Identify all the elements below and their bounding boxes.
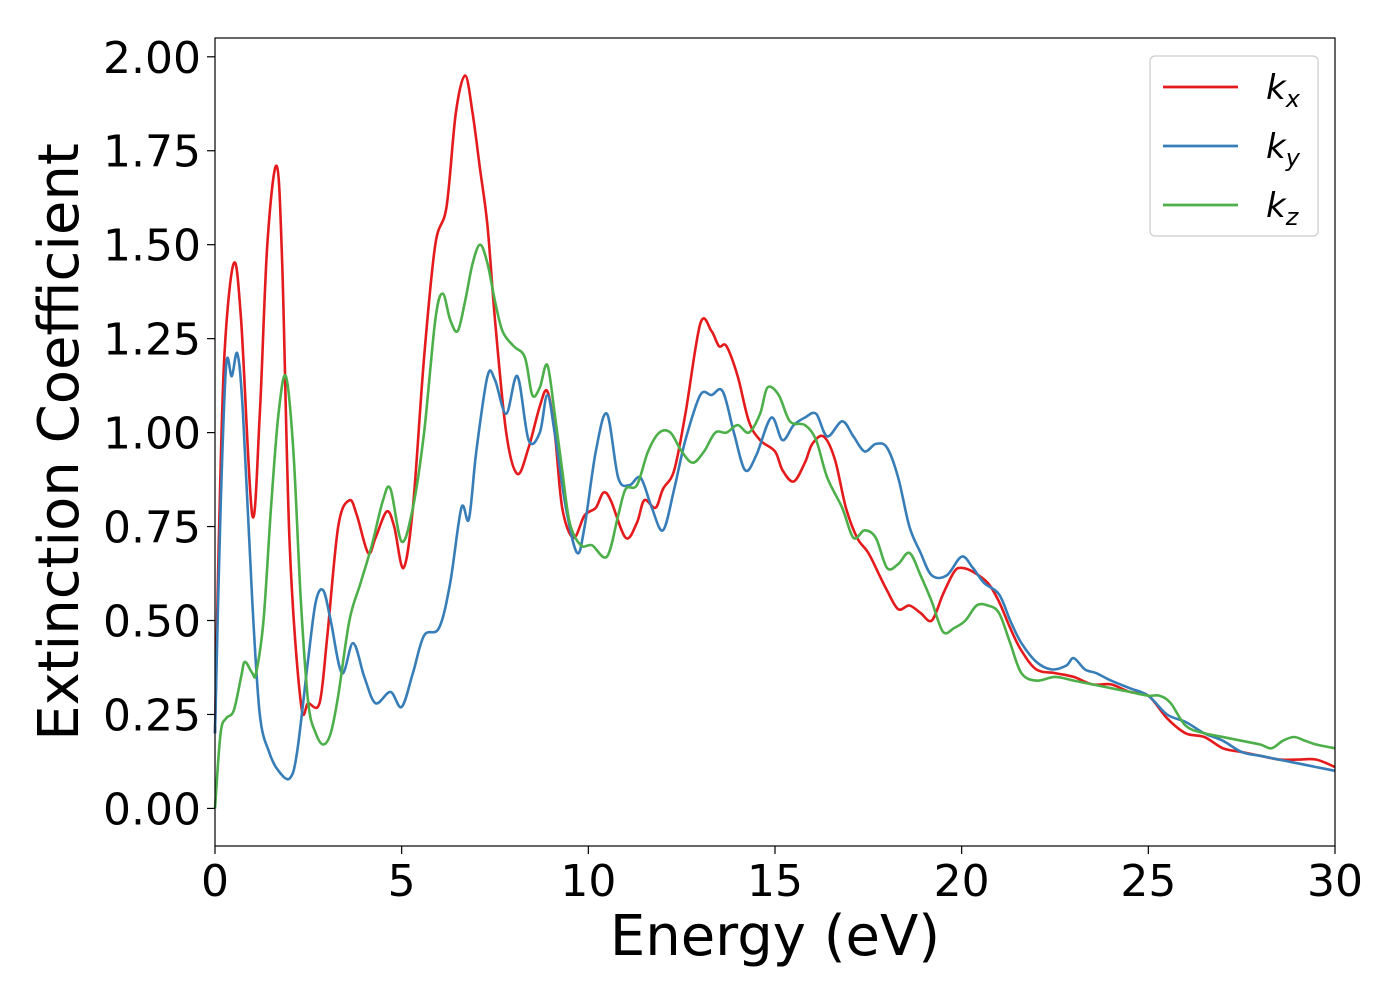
x-tick-label: 15 — [747, 856, 803, 907]
series-layer — [213, 74, 1336, 809]
x-tick-label: 20 — [934, 856, 990, 907]
y-tick-label: 1.00 — [103, 409, 201, 460]
y-tick-label: 0.25 — [103, 690, 201, 741]
x-tick-label: 25 — [1120, 856, 1176, 907]
y-tick-label: 2.00 — [103, 33, 201, 84]
y-tick-label: 0.00 — [103, 784, 201, 835]
y-tick-label: 1.75 — [103, 127, 201, 178]
series-line-ky — [213, 351, 1336, 781]
series-line-kz — [213, 243, 1336, 809]
x-tick-label: 0 — [201, 856, 229, 907]
y-tick-label: 0.50 — [103, 597, 201, 648]
y-axis-title: Extinction Coefficient — [27, 143, 92, 741]
x-tick-label: 30 — [1307, 856, 1363, 907]
x-tick-label: 5 — [388, 856, 416, 907]
y-tick-label: 1.25 — [103, 315, 201, 366]
x-axis-ticks: 0 5 10 15 20 25 30 — [201, 846, 1363, 907]
series-line-kx — [213, 74, 1336, 769]
x-tick-label: 10 — [560, 856, 616, 907]
y-tick-label: 0.75 — [103, 503, 201, 554]
x-axis-title: Energy (eV) — [610, 904, 940, 969]
y-tick-label: 1.50 — [103, 221, 201, 272]
y-axis-ticks: 0.00 0.25 0.50 0.75 1.00 1.25 1.50 1.75 2.00 — [103, 33, 215, 835]
